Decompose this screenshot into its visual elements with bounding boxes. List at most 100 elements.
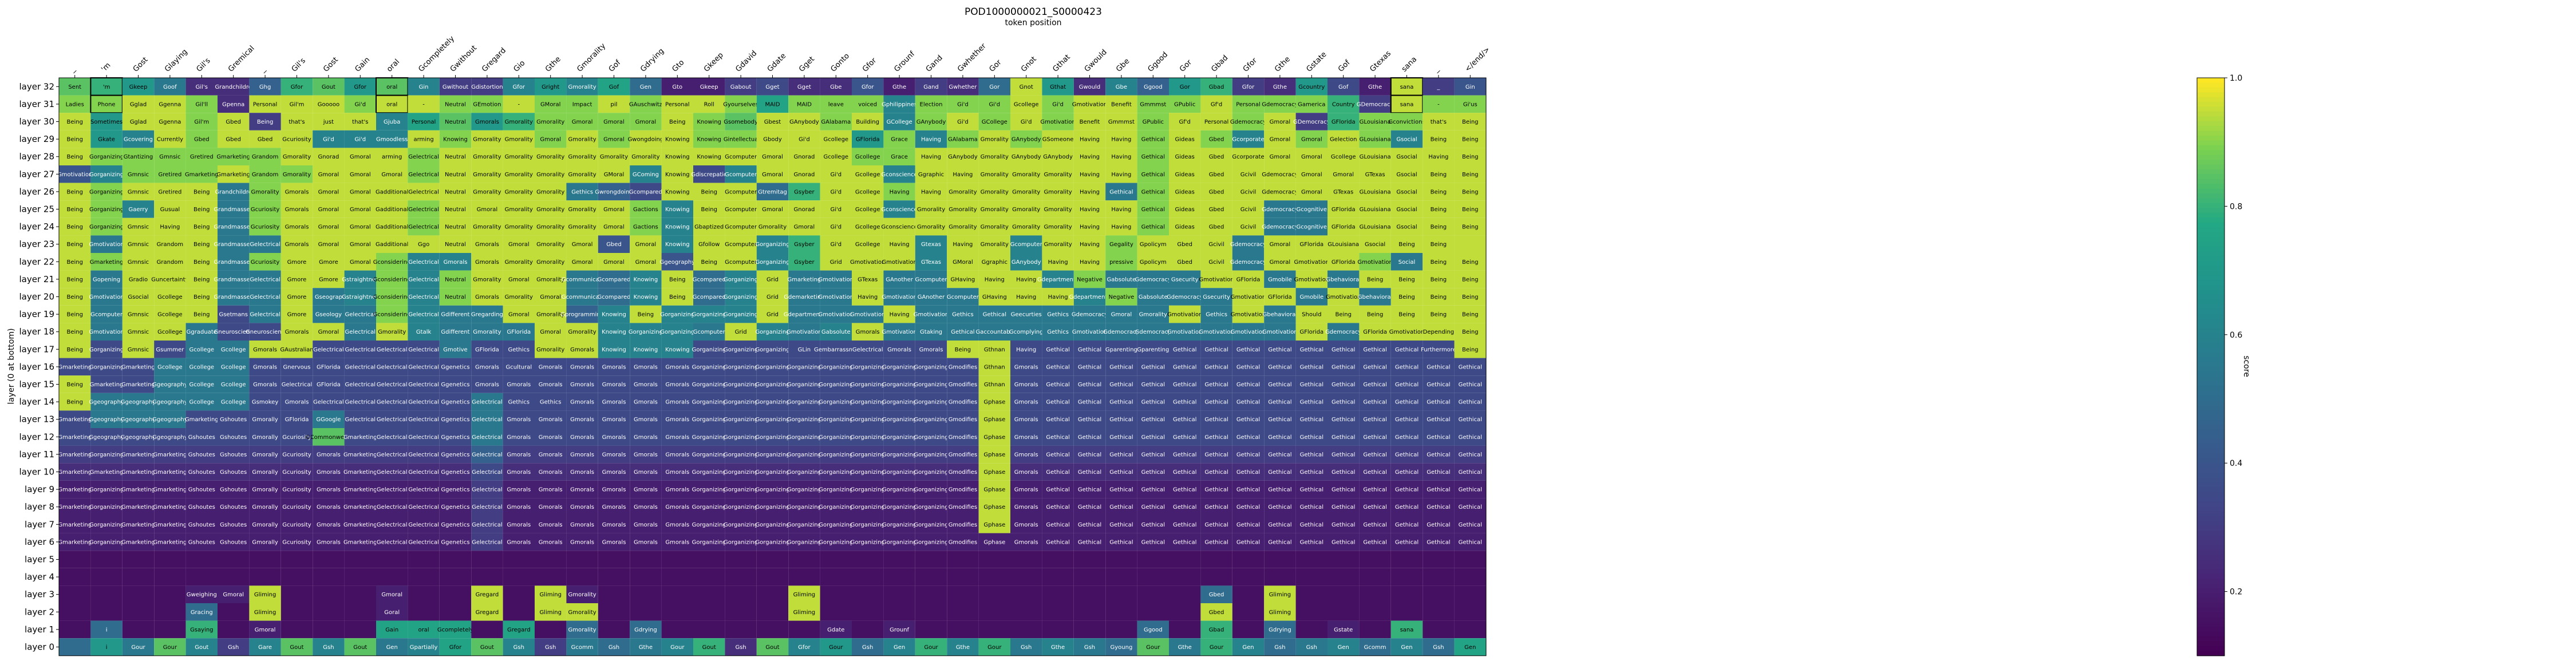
heatmap-cell (1042, 375, 1074, 393)
heatmap-cell (1454, 148, 1486, 165)
cell-token-label: Gcomputer (725, 224, 757, 231)
heatmap-cell (249, 253, 281, 271)
cell-token-label: Gmoral (318, 189, 339, 195)
heatmap-cell (852, 235, 884, 253)
cell-token-label: Gjuba (384, 119, 400, 125)
heatmap-cell (503, 113, 535, 130)
cell-token-label: Gethical (1204, 434, 1228, 441)
cell-token-label: Gcuriosity (282, 452, 311, 458)
heatmap-cell (313, 323, 345, 341)
cell-token-label: Gmoral (381, 592, 402, 598)
cell-token-label: Gmarketing (343, 487, 377, 493)
cell-token-label: Gmorality (251, 189, 279, 195)
cell-token-label: Ggenna (159, 101, 181, 108)
y-tick-label: layer 29 (19, 134, 55, 144)
cell-token-label: Gethical (1459, 382, 1482, 388)
heatmap-cell (59, 148, 91, 165)
cell-token-label: Knowing (697, 119, 721, 125)
cell-token-label: Gmorality (473, 329, 501, 335)
cell-token-label: Gstate (1334, 627, 1353, 633)
cell-token-label: Gmodifies (949, 364, 977, 370)
cell-token-label: Gconscience (881, 207, 917, 213)
cell-token-label: Being (193, 242, 210, 248)
cell-token-label: Gethical (1109, 382, 1133, 388)
cell-token-label: GAnother (918, 294, 945, 300)
cell-token-label: Gcuriosity (282, 504, 311, 510)
cell-token-label: Gethical (1046, 382, 1069, 388)
heatmap-cell (1327, 130, 1360, 148)
heatmap-cell (535, 165, 567, 183)
cell-token-label: Gbed (1177, 259, 1192, 266)
y-tick-label: layer 10 (19, 467, 55, 477)
cell-token-label: Gmotivation (1072, 101, 1108, 108)
heatmap-cell (535, 393, 567, 411)
cell-token-label: Gelectrical (377, 522, 408, 528)
cell-token-label: Ggenetics (441, 452, 469, 458)
heatmap-cell (820, 410, 852, 428)
heatmap-cell (1137, 113, 1169, 130)
cell-token-label: Being (669, 276, 685, 283)
cell-token-label: Gelectrical (408, 382, 439, 388)
cell-token-label: Gmorals (1014, 452, 1038, 458)
heatmap-cell (249, 375, 281, 393)
heatmap-cell (693, 585, 725, 603)
heatmap-cell (1169, 113, 1201, 130)
heatmap-cell (1073, 148, 1106, 165)
heatmap-cell (661, 78, 693, 96)
cell-token-label: Grace (891, 154, 908, 160)
heatmap-cell (185, 130, 218, 148)
heatmap-cell (90, 165, 123, 183)
heatmap-cell (788, 78, 820, 96)
heatmap-cell (218, 95, 250, 113)
cell-token-label: Gintellectua (724, 137, 758, 143)
cell-token-label: Gabout (730, 84, 752, 90)
heatmap-cell (1454, 78, 1486, 96)
heatmap-cell (915, 78, 947, 96)
heatmap-cell (725, 375, 757, 393)
heatmap-cell (185, 78, 218, 96)
heatmap-cell (218, 217, 250, 236)
cell-token-label: Gethical (1141, 137, 1165, 143)
cell-token-label: Gphase (983, 434, 1005, 441)
cell-token-label: Gshoutes (188, 487, 215, 493)
colorbar-tick-label: 0.2 (2230, 588, 2242, 597)
cell-token-label: Gmoral (1270, 119, 1291, 125)
cell-token-label: Ggeography (660, 259, 696, 266)
heatmap-cell (471, 375, 503, 393)
heatmap-cell (249, 393, 281, 411)
heatmap-cell (1359, 95, 1391, 113)
heatmap-cell (883, 78, 915, 96)
cell-token-label: Gil's (196, 84, 208, 90)
cell-token-label: Gorganizing (692, 452, 726, 458)
heatmap-cell (1232, 130, 1265, 148)
cell-token-label: Gregard (476, 592, 499, 598)
heatmap-cell (661, 375, 693, 393)
cell-token-label: Gorganizing (89, 364, 124, 370)
heatmap-cell (471, 393, 503, 411)
cell-token-label: Gcomputer (725, 189, 757, 195)
heatmap-cell (249, 551, 281, 568)
heatmap-cell (1137, 585, 1169, 603)
cell-token-label: Gmorals (634, 399, 658, 406)
heatmap-cell (1423, 235, 1455, 253)
heatmap-cell (566, 130, 598, 148)
heatmap-cell (661, 551, 693, 568)
heatmap-cell (1390, 603, 1423, 621)
heatmap-cell (725, 78, 757, 96)
cell-token-label: Gmorals (507, 452, 531, 458)
cell-token-label: Gethical (1332, 434, 1355, 441)
cell-token-label: Gmotivation (89, 329, 124, 335)
cell-token-label: Gour (987, 644, 1002, 651)
cell-token-label: GTexas (1333, 189, 1353, 195)
cell-token-label: Gmotivation (1389, 329, 1425, 335)
cell-token-label: Gi'd (989, 101, 1000, 108)
heatmap-cell (661, 183, 693, 201)
cell-token-label: Gethical (1459, 452, 1482, 458)
cell-token-label: Gmorals (665, 452, 689, 458)
heatmap-cell (1010, 288, 1042, 306)
heatmap-cell (852, 393, 884, 411)
heatmap-cell (630, 165, 662, 183)
heatmap-cell (1010, 130, 1042, 148)
y-tick-label: layer 23 (19, 239, 55, 250)
cell-token-label: Gabsolute (1107, 276, 1136, 283)
